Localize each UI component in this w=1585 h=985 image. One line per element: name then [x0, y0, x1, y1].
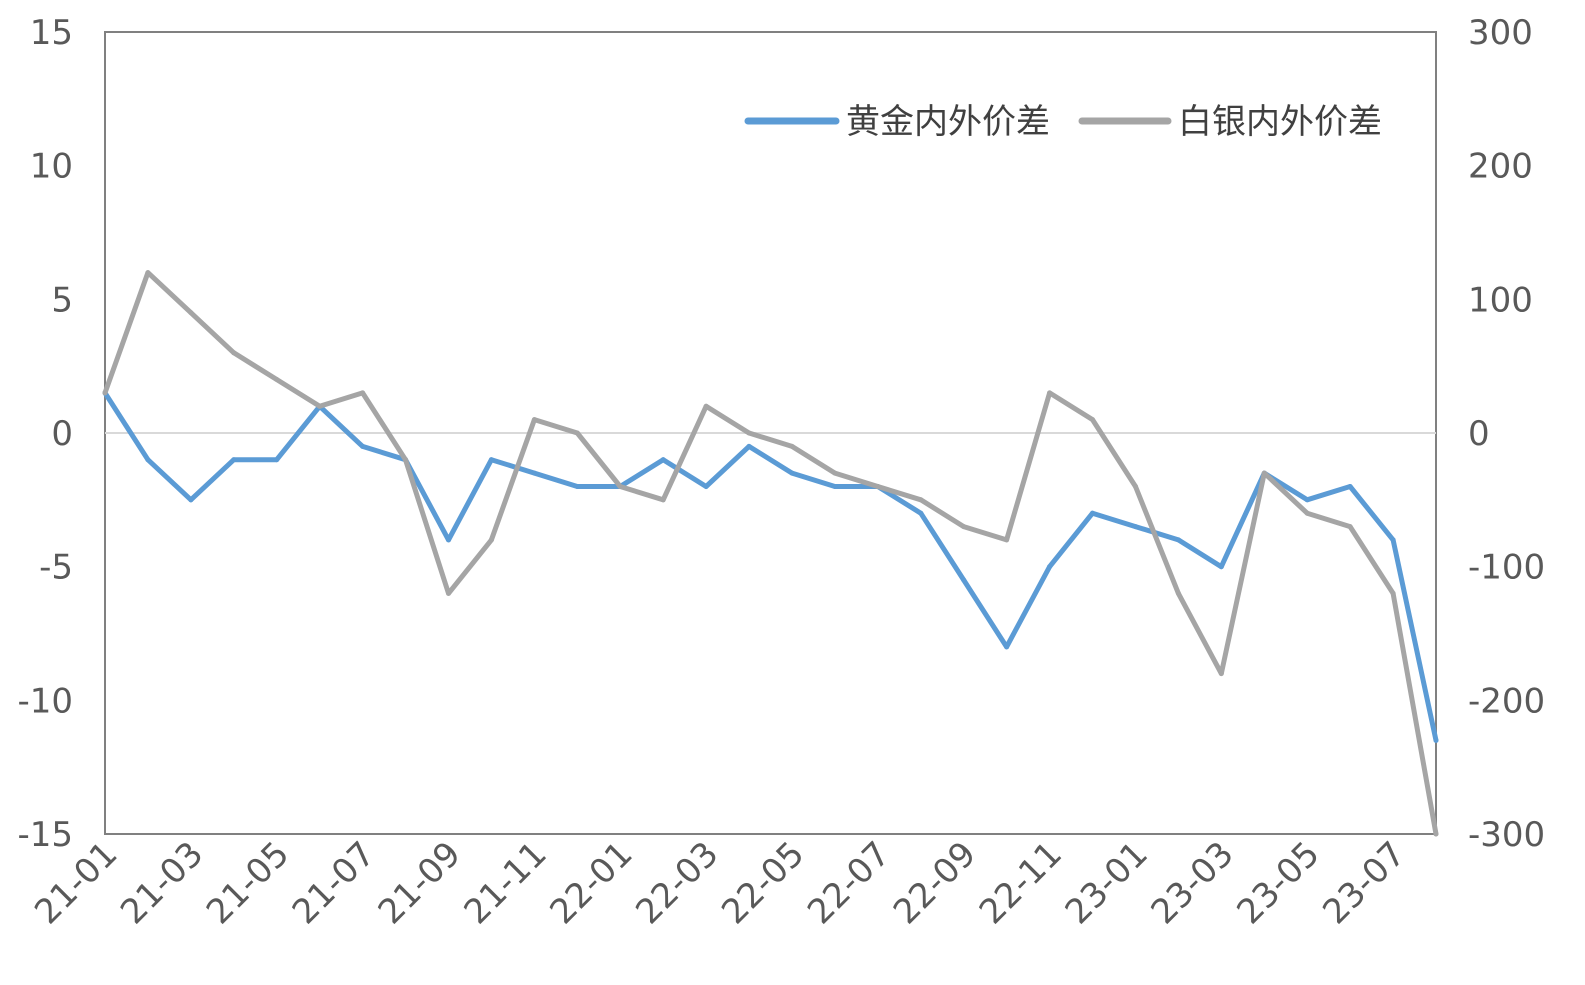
data-point-gold: [832, 484, 838, 489]
right-y-tick-label: -300: [1468, 815, 1545, 855]
data-point-silver: [274, 377, 280, 382]
data-point-silver: [1390, 590, 1396, 596]
legend-label-gold: 黄金内外价差: [846, 102, 1050, 142]
data-point-gold: [918, 510, 924, 516]
data-point-silver: [317, 403, 323, 409]
data-point-gold: [1133, 524, 1138, 530]
data-point-gold: [703, 484, 709, 489]
x-tick-label: 22-01: [542, 834, 640, 932]
x-tick-label: 21-09: [371, 834, 469, 932]
left-y-tick-label: -15: [17, 815, 73, 855]
left-y-tick-label: -10: [17, 681, 73, 721]
data-point-silver: [145, 270, 151, 276]
x-tick-label: 22-11: [972, 834, 1070, 932]
data-point-silver: [703, 403, 709, 409]
data-point-gold: [660, 457, 666, 463]
data-point-silver: [1261, 470, 1267, 476]
data-point-silver: [1004, 537, 1010, 543]
data-point-silver: [617, 484, 623, 489]
data-point-silver: [446, 590, 451, 596]
left-y-tick-label: 10: [30, 147, 73, 187]
x-tick-label: 21-05: [199, 834, 297, 932]
data-point-silver: [102, 390, 108, 396]
series-line-gold: [102, 390, 1439, 743]
data-point-silver: [1047, 390, 1053, 396]
x-tick-label: 22-05: [714, 834, 812, 932]
data-point-silver: [1133, 484, 1138, 489]
data-point-silver: [403, 457, 408, 463]
right-y-tick-label: 0: [1468, 414, 1490, 454]
right-y-axis-ticks: 300 200 100 0 -100 -200 -300: [1468, 13, 1545, 855]
data-point-silver: [1090, 417, 1095, 423]
data-point-gold: [1390, 537, 1396, 543]
x-tick-label: 23-01: [1058, 834, 1156, 932]
x-tick-label: 23-07: [1315, 834, 1413, 932]
right-y-tick-label: 100: [1468, 280, 1533, 320]
series-line-silver: [102, 270, 1439, 837]
data-point-gold: [446, 537, 451, 543]
data-point-silver: [1304, 510, 1310, 516]
x-tick-label: 23-03: [1144, 834, 1242, 932]
data-point-silver: [188, 310, 194, 316]
legend: 黄金内外价差 白银内外价差: [744, 102, 1382, 142]
x-tick-label: 21-11: [457, 834, 555, 932]
data-point-gold: [961, 577, 967, 583]
series-layer: [102, 270, 1439, 837]
data-point-gold: [1004, 644, 1010, 650]
legend-label-silver: 白银内外价差: [1178, 102, 1382, 142]
data-point-gold: [1175, 537, 1181, 543]
data-point-gold: [1047, 564, 1053, 570]
data-point-gold: [360, 443, 366, 449]
data-point-silver: [574, 430, 580, 436]
data-point-gold: [145, 457, 151, 463]
left-y-axis-ticks: 15 10 5 0 -5 -10 -15: [17, 13, 73, 855]
data-point-silver: [789, 443, 795, 449]
right-y-tick-label: 300: [1468, 13, 1533, 53]
data-point-gold: [574, 484, 580, 489]
data-point-silver: [1433, 831, 1439, 837]
data-point-gold: [1347, 484, 1353, 489]
data-point-silver: [231, 350, 237, 356]
x-tick-label: 21-07: [285, 834, 383, 932]
data-point-gold: [188, 497, 194, 503]
data-point-silver: [832, 470, 838, 476]
left-y-tick-label: -5: [39, 548, 73, 588]
data-point-silver: [660, 497, 666, 503]
right-y-tick-label: -100: [1468, 548, 1545, 588]
left-y-tick-label: 15: [30, 13, 73, 53]
data-point-gold: [231, 457, 237, 463]
data-point-gold: [746, 443, 752, 449]
data-point-silver: [488, 537, 494, 543]
data-point-silver: [531, 417, 537, 423]
x-tick-label: 23-05: [1229, 834, 1327, 932]
data-point-gold: [1433, 737, 1439, 743]
data-point-silver: [360, 390, 366, 396]
x-tick-label: 22-09: [886, 834, 984, 932]
x-tick-label: 21-03: [113, 834, 211, 932]
x-tick-label: 22-03: [628, 834, 726, 932]
right-y-tick-label: 200: [1468, 147, 1533, 187]
data-point-silver: [1218, 671, 1224, 677]
data-point-silver: [875, 484, 881, 489]
data-point-gold: [789, 470, 795, 476]
x-tick-label: 22-07: [800, 834, 898, 932]
right-y-tick-label: -200: [1468, 681, 1545, 721]
data-point-gold: [531, 470, 537, 476]
data-point-gold: [1218, 564, 1224, 570]
data-point-silver: [918, 497, 924, 503]
data-point-gold: [1304, 497, 1310, 503]
left-y-tick-label: 0: [51, 414, 73, 454]
data-point-silver: [1175, 590, 1181, 596]
data-point-silver: [746, 430, 752, 436]
data-point-gold: [488, 457, 494, 463]
data-point-gold: [274, 457, 280, 463]
data-point-silver: [961, 524, 967, 530]
left-y-tick-label: 5: [51, 280, 73, 320]
data-point-silver: [1347, 524, 1353, 530]
data-point-gold: [1090, 510, 1095, 516]
x-axis-ticks: 21-0121-0321-0521-0721-0921-1122-0122-03…: [27, 834, 1413, 932]
